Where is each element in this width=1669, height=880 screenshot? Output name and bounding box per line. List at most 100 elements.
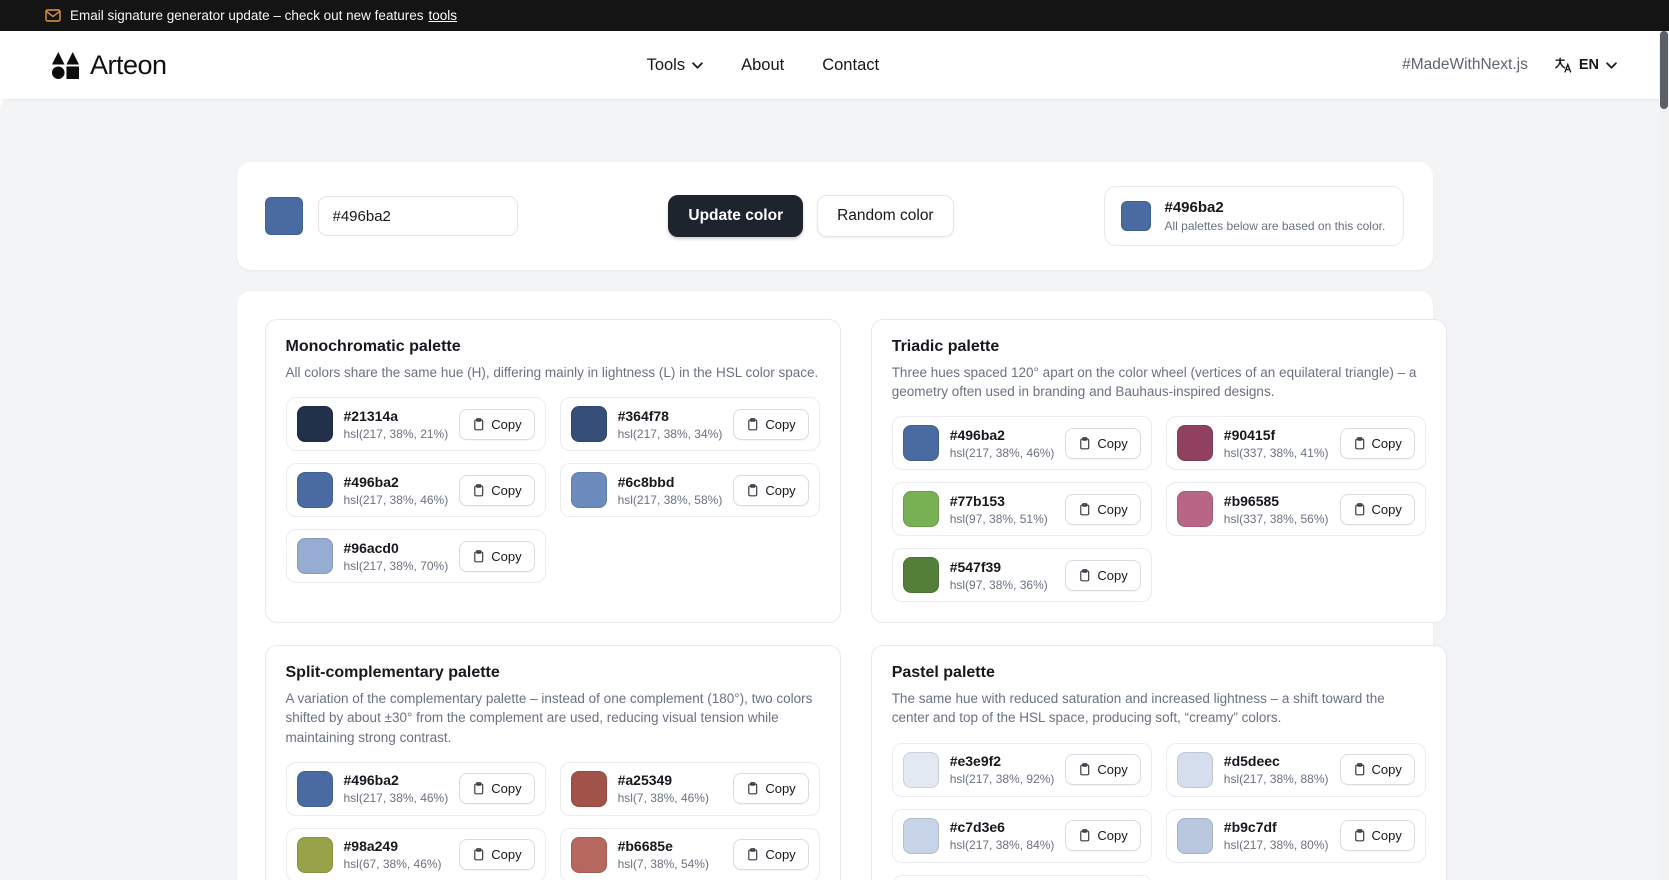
clipboard-icon xyxy=(474,782,484,795)
color-hsl: hsl(217, 38%, 58%) xyxy=(617,492,723,507)
copy-button[interactable]: Copy xyxy=(733,839,809,871)
color-hsl: hsl(97, 38%, 51%) xyxy=(949,511,1048,526)
nav-label: Tools xyxy=(646,55,686,74)
nav-about[interactable]: About xyxy=(741,56,784,75)
color-swatch xyxy=(570,472,607,509)
copy-button[interactable]: Copy xyxy=(459,474,535,506)
color-swatch xyxy=(296,472,333,509)
copy-label: Copy xyxy=(1371,828,1402,844)
copy-button[interactable]: Copy xyxy=(1339,820,1415,852)
color-hex: #496ba2 xyxy=(949,426,1005,443)
clipboard-icon xyxy=(1354,436,1364,450)
color-hex: #496ba2 xyxy=(343,772,399,789)
color-row: #21314a hsl(217, 38%, 21%) Copy xyxy=(285,397,546,452)
color-hex: #e3e9f2 xyxy=(949,753,1002,770)
page-body: Update color Random color #496ba2 All pa… xyxy=(0,99,1669,880)
color-hex: #90415f xyxy=(1223,426,1276,443)
palette-card: Triadic palette Three hues spaced 120° a… xyxy=(870,319,1447,624)
color-hex: #98a249 xyxy=(343,838,399,855)
main-nav: Tools About Contact xyxy=(647,56,880,75)
update-color-button[interactable]: Update color xyxy=(668,195,804,237)
color-hsl: hsl(217, 38%, 84%) xyxy=(949,838,1055,853)
header: Arteon Tools About Contact #MadeWithNext.j… xyxy=(0,31,1669,99)
nav-tools[interactable]: Tools xyxy=(647,56,704,75)
color-row: #496ba2 hsl(217, 38%, 46%) Copy xyxy=(285,463,546,518)
base-color-info: #496ba2 All palettes below are based on … xyxy=(1104,186,1405,246)
copy-button[interactable]: Copy xyxy=(733,408,809,440)
copy-label: Copy xyxy=(1371,435,1402,451)
color-row: #96acd0 hsl(217, 38%, 70%) Copy xyxy=(285,529,546,584)
copy-button[interactable]: Copy xyxy=(1339,754,1415,786)
copy-button[interactable]: Copy xyxy=(459,773,535,805)
logo[interactable]: Arteon xyxy=(52,50,167,81)
color-hex: #364f78 xyxy=(617,407,669,424)
palette-color-rows: #496ba2 hsl(217, 38%, 46%) Copy #90415f … xyxy=(891,416,1426,603)
palette-card: Monochromatic palette All colors share t… xyxy=(264,319,841,624)
color-hex: #21314a xyxy=(343,407,399,424)
color-meta: #547f39 hsl(97, 38%, 36%) xyxy=(950,559,1048,592)
chevron-down-icon xyxy=(1606,61,1617,69)
color-hsl: hsl(217, 38%, 46%) xyxy=(343,791,449,806)
palette-description: A variation of the complementary palette… xyxy=(285,691,813,745)
color-hsl: hsl(217, 38%, 92%) xyxy=(949,772,1055,787)
color-meta: #b96585 hsl(337, 38%, 56%) xyxy=(1224,493,1329,526)
color-meta: #b6685e hsl(7, 38%, 54%) xyxy=(618,838,709,871)
color-row: #d5deec hsl(217, 38%, 88%) Copy xyxy=(1165,742,1426,797)
info-note: All palettes below are based on this col… xyxy=(1164,219,1386,233)
copy-button[interactable]: Copy xyxy=(1065,427,1141,459)
color-swatch xyxy=(296,836,333,873)
color-hsl: hsl(217, 38%, 34%) xyxy=(617,426,723,441)
color-meta: #b9c7df hsl(217, 38%, 80%) xyxy=(1224,819,1329,852)
palettes-grid: Monochromatic palette All colors share t… xyxy=(236,291,1447,880)
copy-label: Copy xyxy=(491,847,522,863)
color-row: #c7d3e6 hsl(217, 38%, 84%) Copy xyxy=(891,808,1152,863)
palette-color-rows: #21314a hsl(217, 38%, 21%) Copy #364f78 … xyxy=(285,397,820,584)
color-meta: #6c8bbd hsl(217, 38%, 58%) xyxy=(618,474,723,507)
palette-description: Three hues spaced 120° apart on the colo… xyxy=(891,365,1417,400)
copy-button[interactable]: Copy xyxy=(459,839,535,871)
copy-button[interactable]: Copy xyxy=(1065,493,1141,525)
color-hsl: hsl(217, 38%, 80%) xyxy=(1223,838,1329,853)
scrollbar[interactable] xyxy=(1659,31,1669,880)
copy-button[interactable]: Copy xyxy=(1339,493,1415,525)
clipboard-icon xyxy=(1080,763,1090,776)
copy-button[interactable]: Copy xyxy=(459,408,535,440)
language-switcher[interactable]: EN xyxy=(1554,57,1617,73)
color-swatch xyxy=(902,751,939,788)
color-meta: #364f78 hsl(217, 38%, 34%) xyxy=(618,408,723,441)
nav-contact[interactable]: Contact xyxy=(822,56,879,75)
copy-button[interactable]: Copy xyxy=(733,773,809,805)
copy-button[interactable]: Copy xyxy=(1065,559,1141,591)
scrollbar-thumb[interactable] xyxy=(1660,31,1668,109)
copy-button[interactable]: Copy xyxy=(459,540,535,572)
copy-label: Copy xyxy=(491,548,522,564)
color-swatch xyxy=(570,406,607,443)
palette-color-rows: #e3e9f2 hsl(217, 38%, 92%) Copy #d5deec … xyxy=(891,742,1426,880)
clipboard-icon xyxy=(748,417,758,431)
palette-title: Triadic palette xyxy=(891,338,1000,355)
color-swatch xyxy=(296,770,333,807)
copy-label: Copy xyxy=(765,416,796,432)
color-hex: #96acd0 xyxy=(343,539,399,556)
color-hex: #c7d3e6 xyxy=(949,819,1005,836)
color-hex: #b6685e xyxy=(617,838,673,855)
palette-title: Monochromatic palette xyxy=(285,338,461,355)
color-hsl: hsl(217, 38%, 46%) xyxy=(949,445,1055,460)
color-meta: #496ba2 hsl(217, 38%, 46%) xyxy=(950,427,1055,460)
banner-tools-link[interactable]: tools xyxy=(428,8,457,23)
color-meta: #d5deec hsl(217, 38%, 88%) xyxy=(1224,753,1329,786)
copy-button[interactable]: Copy xyxy=(1339,427,1415,459)
copy-label: Copy xyxy=(1371,501,1402,517)
envelope-icon xyxy=(45,9,61,22)
copy-button[interactable]: Copy xyxy=(733,474,809,506)
copy-button[interactable]: Copy xyxy=(1065,820,1141,852)
color-row: #b9c7df hsl(217, 38%, 80%) Copy xyxy=(1165,808,1426,863)
translate-icon xyxy=(1554,57,1572,73)
clipboard-icon xyxy=(474,848,484,861)
color-meta: #90415f hsl(337, 38%, 41%) xyxy=(1224,427,1329,460)
copy-button[interactable]: Copy xyxy=(1065,754,1141,786)
hex-color-input[interactable] xyxy=(317,196,518,236)
made-with-next-label: #MadeWithNext.js xyxy=(1402,56,1528,73)
random-color-button[interactable]: Random color xyxy=(817,195,954,237)
color-meta: #a25349 hsl(7, 38%, 46%) xyxy=(618,772,709,805)
